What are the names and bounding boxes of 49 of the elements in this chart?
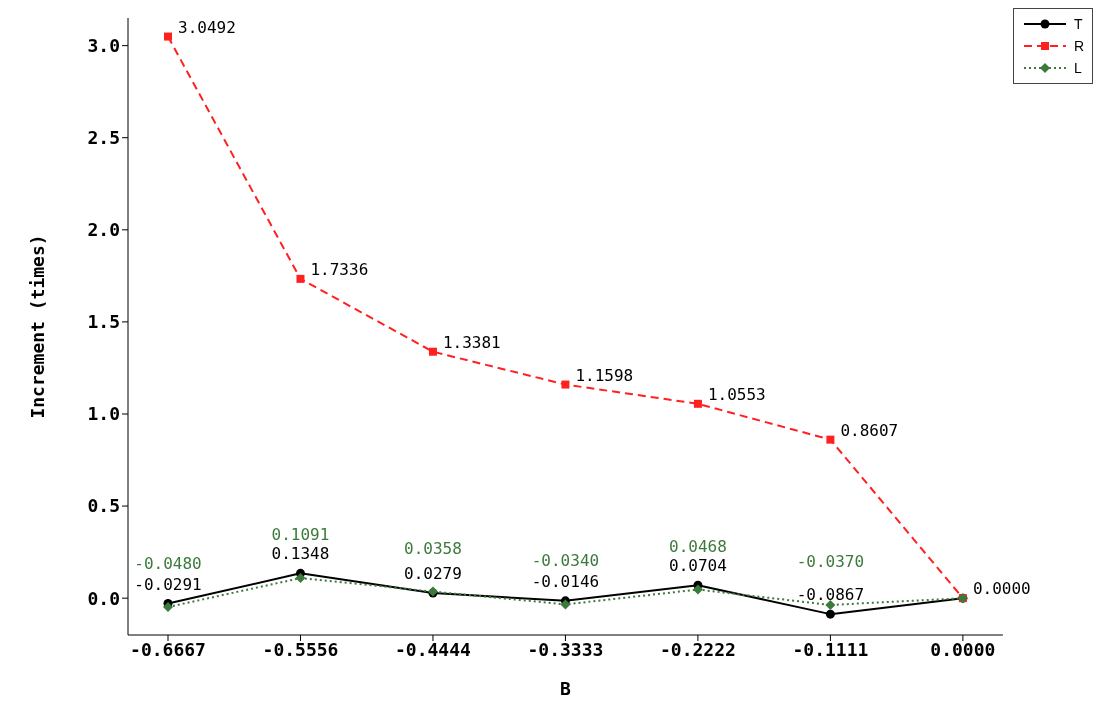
data-label: -0.0480 (134, 554, 202, 573)
point (561, 380, 570, 389)
data-label: 1.3381 (442, 332, 501, 352)
legend-label: R (1073, 38, 1084, 54)
y-tick-label: 0.0 (87, 587, 120, 609)
data-label: -0.0146 (531, 571, 600, 591)
x-tick-label: -0.6667 (130, 638, 206, 660)
point (295, 573, 306, 584)
legend-label: L (1073, 60, 1082, 76)
data-label: -0.0867 (796, 585, 865, 605)
data-label: 0.8607 (840, 420, 899, 440)
data-label: -0.0340 (531, 551, 600, 571)
x-tick-label: -0.5556 (262, 638, 339, 660)
data-label: -0.0291 (134, 574, 202, 594)
data-label: 0.0704 (669, 556, 727, 576)
point (825, 609, 835, 619)
x-tick-label: -0.2222 (659, 638, 736, 660)
data-label: 0.0000 (972, 579, 1031, 599)
y-axis-title: Increment (times) (27, 234, 49, 419)
y-tick-label: 1.0 (87, 403, 120, 425)
x-tick-label: -0.4444 (395, 638, 472, 660)
data-label: 0.1348 (271, 544, 330, 564)
point (164, 32, 172, 41)
point (693, 399, 702, 408)
point (692, 584, 703, 595)
point (428, 347, 437, 356)
data-label: 0.0358 (404, 538, 462, 558)
y-tick-label: 3.0 (87, 35, 120, 57)
legend-label: T (1073, 16, 1083, 32)
data-label: 0.0279 (404, 564, 462, 584)
point (826, 435, 835, 444)
data-label: -0.0370 (796, 551, 865, 571)
point (296, 274, 305, 283)
point (560, 599, 571, 610)
y-tick-label: 0.5 (87, 495, 120, 517)
data-label: 0.0468 (669, 536, 727, 556)
x-tick-label: 0.0000 (930, 638, 996, 660)
y-tick-label: 1.5 (87, 311, 120, 333)
data-label: 1.7336 (310, 259, 369, 279)
x-tick-label: -0.3333 (527, 638, 604, 660)
data-label: 1.0553 (707, 384, 766, 404)
point (825, 599, 836, 610)
y-tick-label: 2.5 (87, 127, 120, 149)
data-label: 3.0492 (178, 17, 236, 37)
data-label: 1.1598 (575, 365, 634, 385)
x-axis-title: B (560, 678, 572, 699)
x-tick-label: -0.1111 (792, 638, 869, 660)
y-tick-label: 2.0 (87, 219, 120, 241)
data-label: 0.1091 (271, 525, 330, 545)
